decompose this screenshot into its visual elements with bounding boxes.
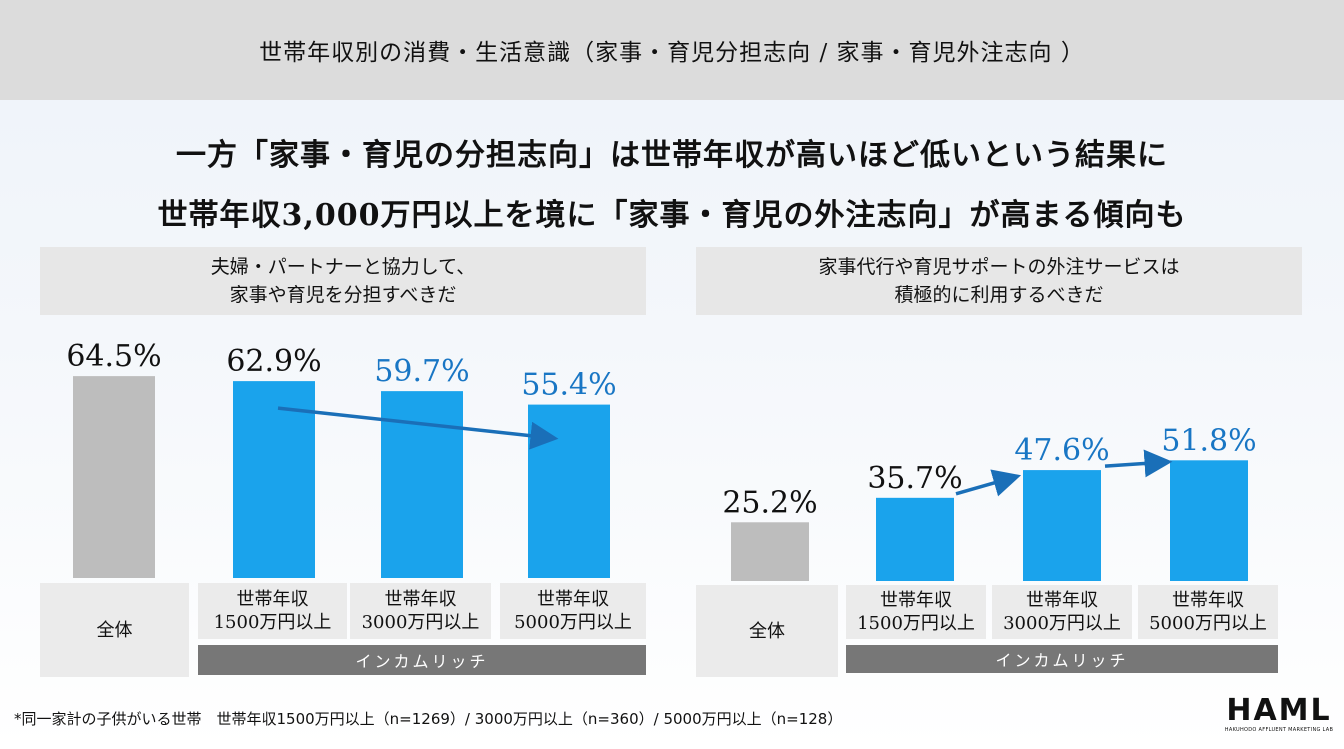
category-label: 3000万円以上 (1003, 613, 1121, 634)
category-label: 世帯年収 (880, 590, 952, 611)
category-label: 世帯年収 (384, 589, 457, 610)
right-bar-1 (876, 497, 954, 581)
category-label: 5000万円以上 (514, 612, 632, 633)
category-label: 3000万円以上 (361, 612, 480, 633)
category-label: 5000万円以上 (1149, 613, 1267, 634)
haml-logo: HAML HAKUHODO AFFLUENT MARKETING LAB (1224, 696, 1334, 734)
category-label: 全体 (749, 620, 785, 642)
left-category-5000: 世帯年収 5000万円以上 (500, 583, 646, 639)
left-bar-0 (73, 376, 155, 578)
left-chart-title-line2: 家事や育児を分担すべきだ (229, 284, 457, 306)
right-trend-arrow-2 (1104, 449, 1173, 478)
category-label: 1500万円以上 (213, 612, 332, 633)
left-chart-title: 夫婦・パートナーと協力して、 家事や育児を分担すべきだ (40, 247, 646, 315)
headline-line-2: 世帯年収3,000万円以上を境に「家事・育児の外注志向」が高まる傾向も (157, 198, 1187, 233)
right-value-label-3: 51.8% (1161, 423, 1256, 458)
category-label: 世帯年収 (236, 589, 309, 610)
right-category-1500: 世帯年収 1500万円以上 (846, 585, 986, 639)
left-value-label-1: 62.9% (226, 344, 321, 379)
logo-text: HAML (1226, 693, 1332, 728)
right-category-all: 全体 (696, 585, 838, 677)
right-value-label-0: 25.2% (722, 485, 817, 520)
right-trend-arrow-1 (955, 469, 1022, 497)
right-chart-title-line1: 家事代行や育児サポートの外注サービスは (818, 256, 1180, 278)
left-bar-1 (233, 381, 315, 578)
left-chart-title-line1: 夫婦・パートナーと協力して、 (210, 256, 476, 278)
header-bar: 世帯年収別の消費・生活意識（家事・育児分担志向 / 家事・育児外注志向 ） (0, 0, 1344, 100)
right-bar-0 (731, 522, 809, 581)
left-value-label-2: 59.7% (374, 354, 469, 389)
right-value-label-1: 35.7% (867, 461, 962, 496)
category-label: 全体 (96, 619, 133, 641)
category-label: 1500万円以上 (857, 613, 975, 634)
right-group-label: インカムリッチ (846, 645, 1278, 673)
right-chart-title-line2: 積極的に利用するべきだ (894, 284, 1104, 306)
page-title: 世帯年収別の消費・生活意識（家事・育児分担志向 / 家事・育児外注志向 ） (259, 40, 1085, 66)
right-value-label-2: 47.6% (1014, 433, 1109, 468)
category-label: 世帯年収 (1172, 590, 1244, 611)
left-category-3000: 世帯年収 3000万円以上 (350, 583, 491, 639)
footnote: *同一家計の子供がいる世帯 世帯年収1500万円以上（n=1269）/ 3000… (14, 710, 843, 728)
category-label: 世帯年収 (1026, 590, 1098, 611)
logo-subtext: HAKUHODO AFFLUENT MARKETING LAB (1224, 727, 1334, 733)
left-trend-arrow (277, 406, 559, 450)
left-category-1500: 世帯年収 1500万円以上 (198, 583, 347, 639)
left-category-all: 全体 (40, 583, 189, 677)
left-group-label: インカムリッチ (198, 645, 646, 675)
right-bar-3 (1170, 460, 1248, 581)
left-value-label-3: 55.4% (521, 368, 616, 403)
category-label: 世帯年収 (537, 589, 609, 610)
left-bar-3 (528, 404, 610, 578)
right-chart-title: 家事代行や育児サポートの外注サービスは 積極的に利用するべきだ (696, 247, 1302, 315)
right-category-5000: 世帯年収 5000万円以上 (1138, 585, 1278, 639)
left-value-label-0: 64.5% (66, 339, 161, 374)
right-category-3000: 世帯年収 3000万円以上 (992, 585, 1132, 639)
headline-line-1: 一方「家事・育児の分担志向」は世帯年収が高いほど低いという結果に (176, 138, 1168, 173)
right-bar-2 (1023, 470, 1101, 581)
